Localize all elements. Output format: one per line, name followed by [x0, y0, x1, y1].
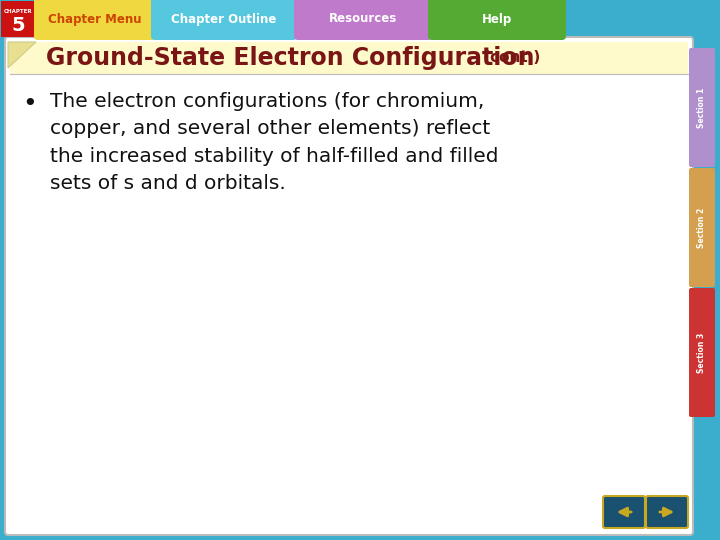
FancyBboxPatch shape: [689, 48, 715, 167]
Text: (cont.): (cont.): [478, 51, 540, 65]
Text: Section 3: Section 3: [698, 333, 706, 373]
Text: Chapter Outline: Chapter Outline: [171, 12, 276, 25]
FancyBboxPatch shape: [603, 496, 645, 528]
FancyBboxPatch shape: [428, 0, 566, 40]
FancyBboxPatch shape: [294, 0, 432, 40]
FancyBboxPatch shape: [34, 0, 155, 40]
FancyBboxPatch shape: [10, 42, 688, 74]
FancyBboxPatch shape: [5, 37, 693, 535]
FancyBboxPatch shape: [0, 0, 720, 38]
Text: Help: Help: [482, 12, 512, 25]
Text: Section 1: Section 1: [698, 87, 706, 127]
FancyBboxPatch shape: [151, 0, 297, 40]
FancyBboxPatch shape: [689, 288, 715, 417]
Text: Section 2: Section 2: [698, 207, 706, 248]
Text: •: •: [22, 92, 37, 116]
Text: Resources: Resources: [329, 12, 397, 25]
FancyBboxPatch shape: [1, 1, 35, 37]
Text: 5: 5: [12, 16, 24, 35]
FancyBboxPatch shape: [689, 168, 715, 287]
Text: Chapter Menu: Chapter Menu: [48, 12, 141, 25]
Text: CHAPTER: CHAPTER: [4, 9, 32, 14]
Text: Ground-State Electron Configuration: Ground-State Electron Configuration: [46, 46, 534, 70]
Polygon shape: [8, 42, 36, 68]
FancyBboxPatch shape: [646, 496, 688, 528]
Text: The electron configurations (for chromium,
copper, and several other elements) r: The electron configurations (for chromiu…: [50, 92, 498, 193]
